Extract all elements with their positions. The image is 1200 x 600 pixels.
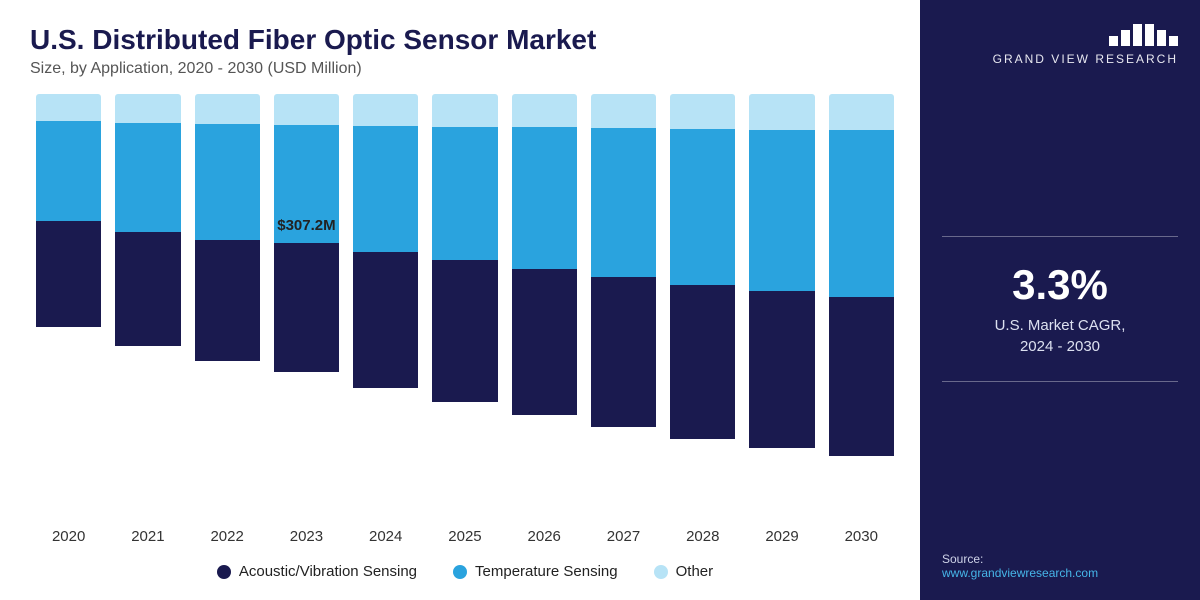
bar-segment [591,128,656,276]
bar-segment [115,94,180,123]
legend-item: Other [654,563,714,580]
legend-item: Temperature Sensing [453,563,618,580]
bar-column: $307.2M [274,94,339,520]
x-tick: 2020 [36,528,101,545]
bar-stack [749,94,814,448]
bar-segment [432,127,497,261]
cagr-metric: 3.3% U.S. Market CAGR, 2024 - 2030 [942,236,1178,382]
x-tick: 2022 [195,528,260,545]
bar-column [591,94,656,520]
legend: Acoustic/Vibration Sensing Temperature Se… [30,563,900,580]
bar-column [512,94,577,520]
legend-swatch [654,565,668,579]
bar-segment [115,232,180,346]
bar-segment [432,260,497,401]
x-tick: 2027 [591,528,656,545]
bar-stack [829,94,894,456]
bar-segment [512,94,577,127]
chart-title: U.S. Distributed Fiber Optic Sensor Mark… [30,24,900,56]
bar-column [195,94,260,520]
bar-stack [432,94,497,402]
legend-swatch [217,565,231,579]
bar-column [432,94,497,520]
bar-segment [353,94,418,126]
bar-stack [353,94,418,388]
bar-segment [36,221,101,328]
cagr-label: U.S. Market CAGR, 2024 - 2030 [942,315,1178,357]
bar-segment [36,94,101,121]
bar-stack [512,94,577,415]
bar-segment [591,277,656,427]
cagr-value: 3.3% [942,261,1178,309]
legend-label: Acoustic/Vibration Sensing [239,563,417,580]
source-url: www.grandviewresearch.com [942,566,1178,580]
bar-stack [36,94,101,327]
bar-segment [829,297,894,456]
bar-segment [353,126,418,253]
bar-column [353,94,418,520]
bar-segment [432,94,497,127]
bar-segment [36,121,101,221]
bar-segment [670,285,735,439]
bar-stack [670,94,735,439]
bar-segment [670,129,735,285]
legend-item: Acoustic/Vibration Sensing [217,563,417,580]
bar-column [829,94,894,520]
chart-container: U.S. Distributed Fiber Optic Sensor Mark… [0,0,1200,600]
x-tick: 2025 [432,528,497,545]
x-tick: 2024 [353,528,418,545]
bar-segment [670,94,735,129]
bar-segment [512,127,577,268]
bar-segment [749,130,814,291]
x-tick: 2029 [749,528,814,545]
logo-text: GRAND VIEW RESEARCH [942,52,1178,66]
legend-label: Other [676,563,714,580]
chart-subtitle: Size, by Application, 2020 - 2030 (USD M… [30,60,900,78]
bar-segment [195,94,260,124]
bar-segment [274,243,339,371]
x-tick: 2026 [512,528,577,545]
bar-value-label: $307.2M [277,217,335,234]
bar-column [749,94,814,520]
bar-segment [591,94,656,128]
bar-segment [115,123,180,232]
chart-area: U.S. Distributed Fiber Optic Sensor Mark… [0,0,920,600]
bar-column [36,94,101,520]
source-label: Source: [942,552,1178,566]
x-tick: 2021 [115,528,180,545]
bar-segment [512,269,577,416]
x-tick: 2030 [829,528,894,545]
source-block: Source: www.grandviewresearch.com [942,552,1178,580]
x-axis: 2020 2021 2022 2023 2024 2025 2026 2027 2028 2029… [30,520,900,545]
x-tick: 2028 [670,528,735,545]
x-tick: 2023 [274,528,339,545]
bar-stack [115,94,180,346]
bar-stack [591,94,656,427]
legend-label: Temperature Sensing [475,563,618,580]
side-panel: GRAND VIEW RESEARCH 3.3% U.S. Market CAG… [920,0,1200,600]
bar-segment [829,94,894,130]
bar-segment [274,94,339,125]
logo-icon [1109,24,1178,46]
plot-wrap: $307.2M [30,94,900,520]
bar-segment [353,252,418,388]
bar-segment [829,130,894,296]
legend-swatch [453,565,467,579]
bar-segment [749,291,814,448]
bar-plot: $307.2M [30,94,900,520]
logo-block: GRAND VIEW RESEARCH [942,24,1178,66]
bar-segment [195,124,260,240]
bar-column [115,94,180,520]
bar-column [670,94,735,520]
bar-stack [195,94,260,361]
bar-segment [749,94,814,130]
bar-segment [195,240,260,361]
